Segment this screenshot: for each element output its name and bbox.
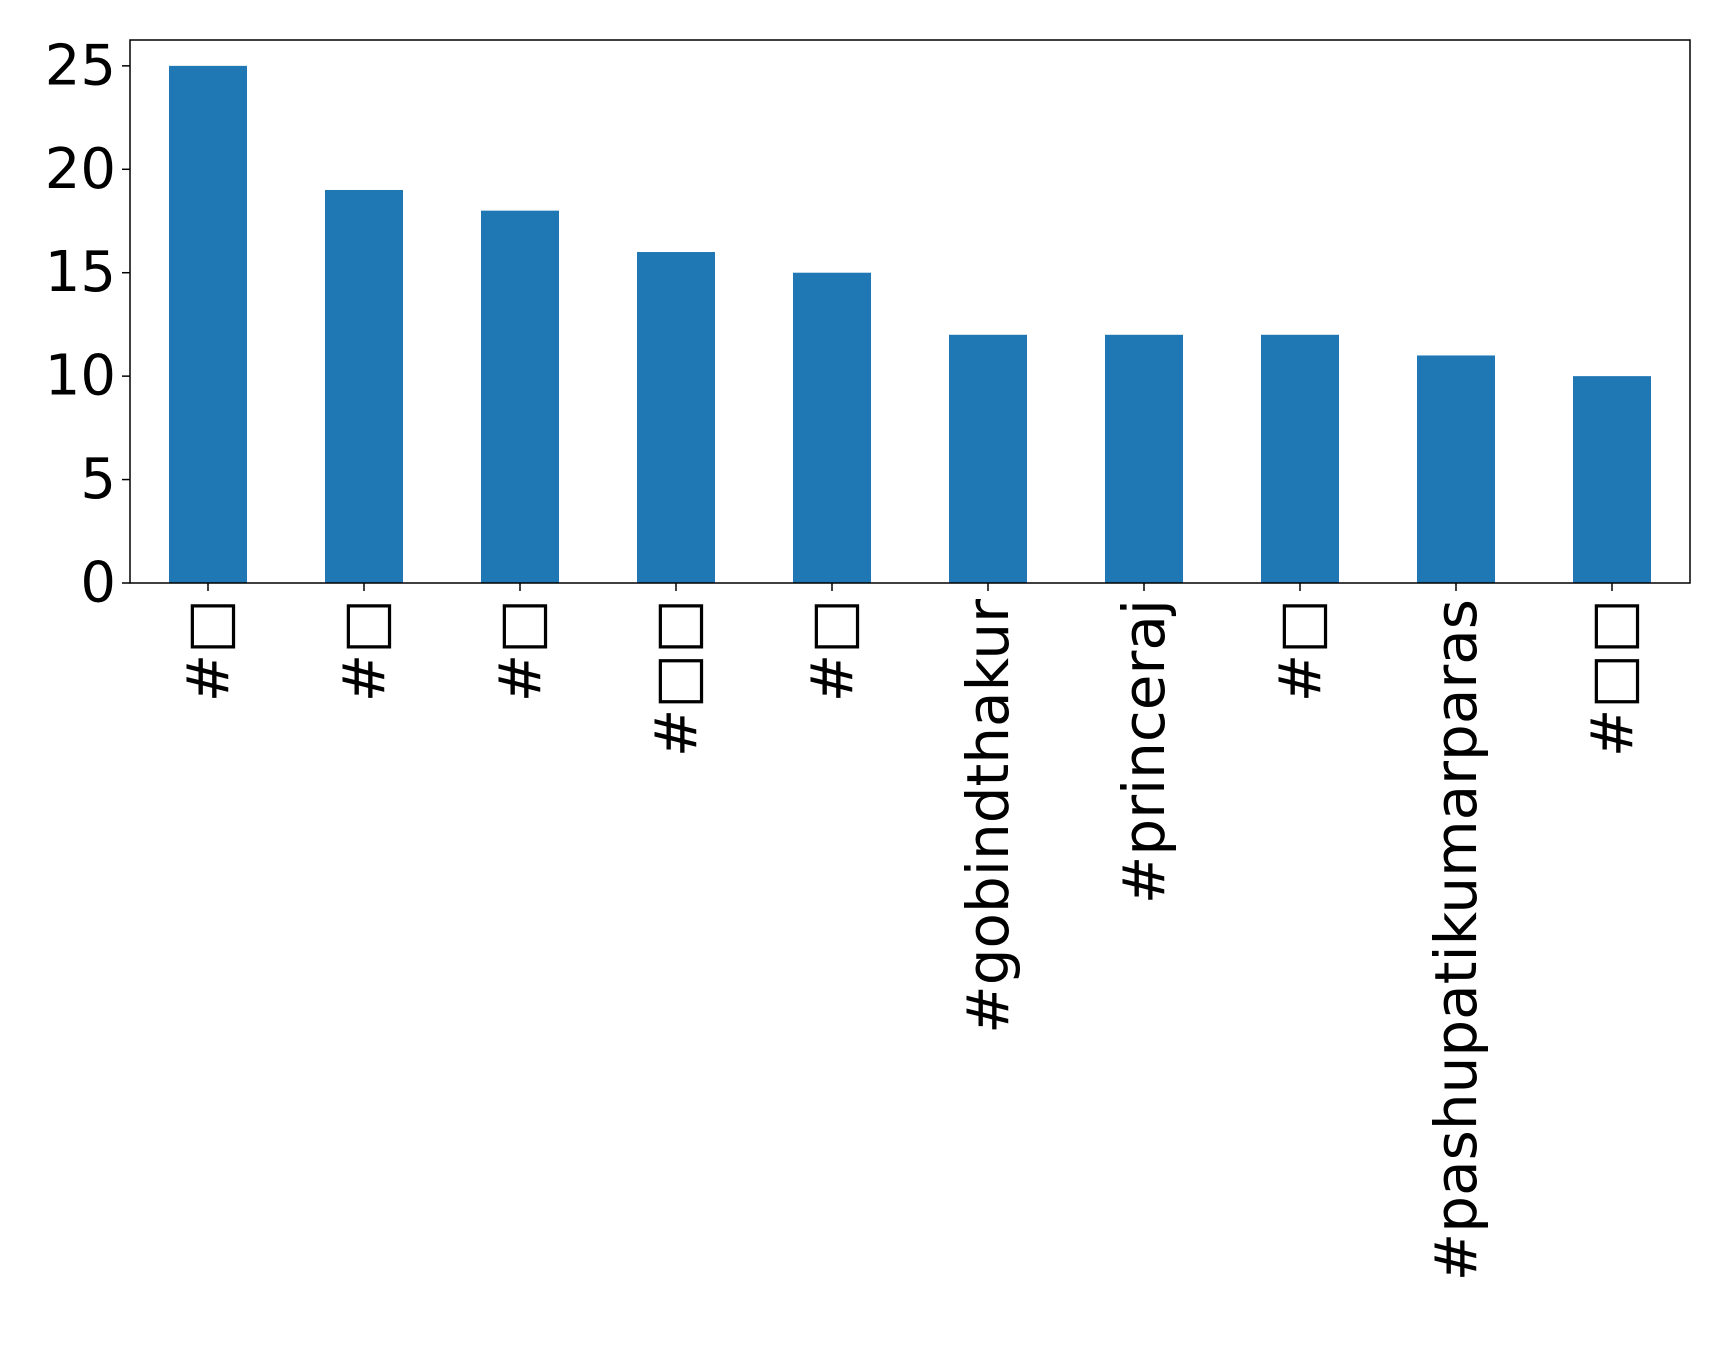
bar <box>1105 334 1183 583</box>
y-tick-label: 15 <box>45 240 116 305</box>
y-tick-label: 20 <box>45 137 116 202</box>
x-tick-label: #□ <box>330 599 398 702</box>
x-tick-label: #□ <box>486 599 554 702</box>
bar <box>949 334 1027 583</box>
x-tick-label: #gobindthakur <box>954 599 1022 1034</box>
bar <box>637 252 715 583</box>
bar <box>481 210 559 583</box>
y-tick-label: 5 <box>80 447 116 512</box>
x-tick-label: #□ <box>174 599 242 702</box>
x-tick-label: #□□ <box>1578 599 1646 757</box>
y-tick-label: 0 <box>80 551 116 616</box>
x-tick-label: #□ <box>798 599 866 702</box>
x-tick-label: #pashupatikumarparas <box>1422 599 1490 1281</box>
bar <box>1573 376 1651 583</box>
bar <box>1261 334 1339 583</box>
bar <box>169 65 247 584</box>
bars-group <box>169 65 1651 584</box>
bar <box>1417 355 1495 583</box>
x-tick-label: #□ <box>1266 599 1334 702</box>
x-tick-label: #□□ <box>642 599 710 757</box>
axes-frame <box>129 39 1691 584</box>
y-tick-label: 25 <box>45 33 116 98</box>
bar <box>325 189 403 583</box>
y-tick-label: 10 <box>45 344 116 409</box>
bar <box>793 272 871 583</box>
x-axis: #□ #□ #□ #□□ #□ #gobindthakur #princeraj #□ #pas… <box>174 583 1646 1281</box>
x-tick-label: #princeraj <box>1110 599 1178 904</box>
y-axis: 0 5 10 15 20 25 <box>45 33 130 616</box>
